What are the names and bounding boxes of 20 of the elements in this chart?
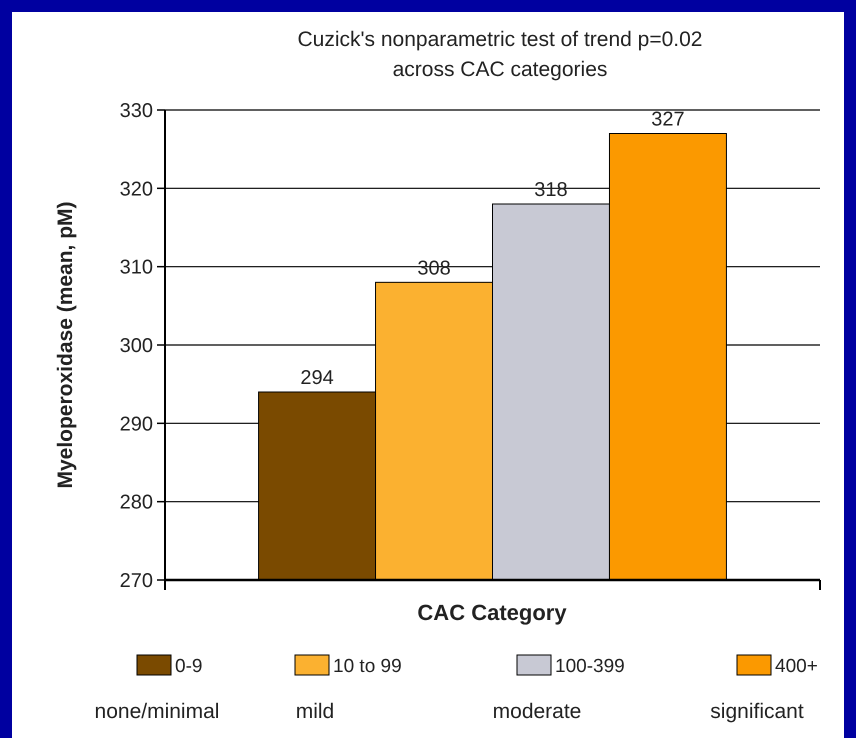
y-tick-label: 310 (120, 256, 153, 279)
legend-label: 100-399 (555, 656, 625, 677)
y-axis-title: Myeloperoxidase (mean, pM) (54, 201, 77, 489)
text: mild (296, 700, 334, 723)
y-tick-label: 270 (120, 570, 153, 592)
data-label: 327 (651, 108, 685, 130)
text: none/minimal (94, 700, 220, 723)
legend-label: 400+ (775, 656, 818, 677)
legend-label: 10 to 99 (333, 656, 402, 677)
data-label: 294 (300, 367, 334, 389)
y-tick-label: 330 (120, 100, 153, 122)
y-tick-label: 280 (120, 492, 153, 514)
x-axis-title: CAC Category (417, 600, 568, 625)
text: significant (710, 700, 804, 723)
chart-title: Cuzick's nonparametric test of trend p=0.02 across CAC categories (298, 28, 702, 81)
y-tick-label: 300 (120, 335, 153, 357)
legend-label: 0-9 (175, 656, 202, 677)
y-tick-label: 320 (120, 178, 153, 200)
text: moderate (492, 700, 582, 723)
y-tick-label: 290 (120, 413, 153, 436)
